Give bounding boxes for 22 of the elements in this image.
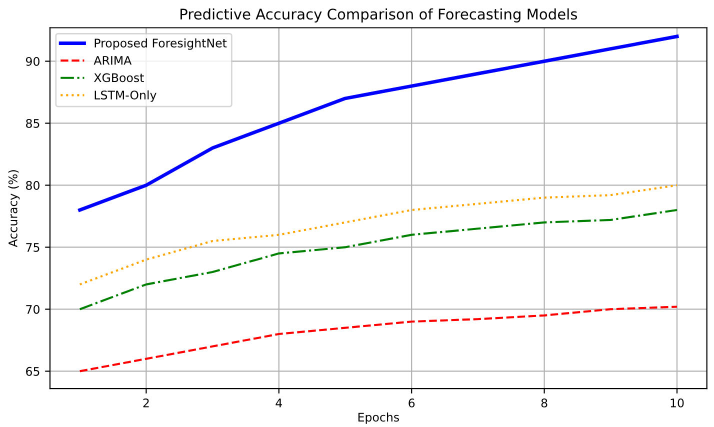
line-series: [78, 34, 679, 212]
y-tick-label: 80: [26, 180, 40, 190]
y-axis-title: Accuracy (%): [8, 170, 20, 248]
line-series: [78, 306, 678, 372]
legend-label: LSTM-Only: [94, 90, 156, 102]
x-tick-label: 8: [541, 398, 548, 408]
legend-label: ARIMA: [94, 56, 132, 65]
y-tick-label: 70: [26, 304, 40, 314]
y-tick-label: 85: [26, 118, 40, 128]
chart-title: Predictive Accuracy Comparison of Forecasting Models: [180, 8, 578, 22]
x-tick-label: 6: [408, 398, 415, 408]
legend-label: XGBoost: [94, 73, 144, 82]
y-tick-label: 65: [26, 366, 40, 376]
x-tick-label: 4: [276, 398, 282, 408]
x-axis-title: Epochs: [358, 412, 399, 424]
y-tick-label: 75: [26, 243, 40, 252]
x-tick-label: 2: [143, 398, 149, 408]
line-series: [78, 208, 678, 310]
x-tick-label: 10: [670, 398, 684, 408]
legend-label: Proposed ForesightNet: [94, 38, 227, 50]
line-series: [78, 184, 678, 286]
y-tick-label: 90: [26, 56, 40, 66]
